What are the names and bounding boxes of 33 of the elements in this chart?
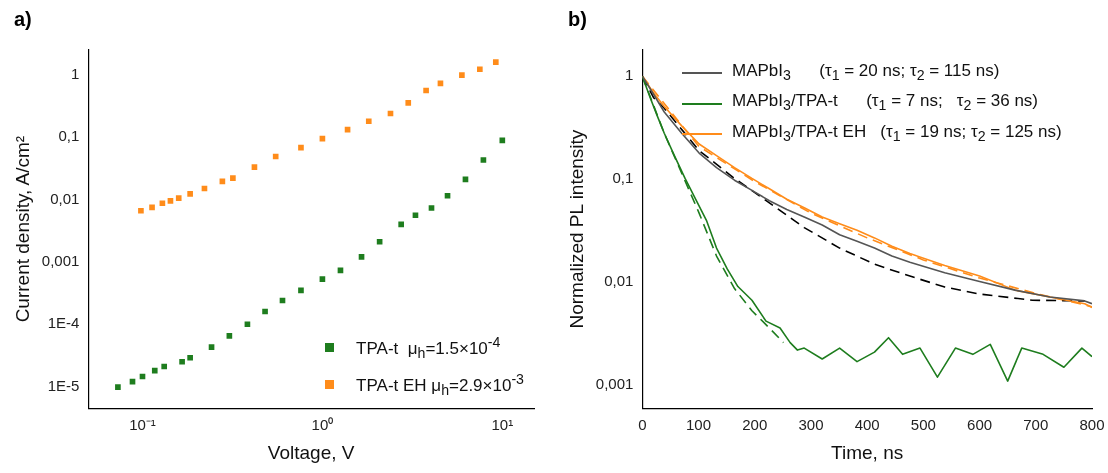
y-tick-label: 0,001	[595, 375, 634, 393]
x-tick-label: 10⁰	[311, 416, 334, 434]
x-tick-label: 400	[854, 416, 880, 434]
legend-label: TPA-t μ$_{h}$=1.5×10$^{-4}$	[356, 332, 501, 363]
x-tick-label: 100	[686, 416, 712, 434]
x-tick-label: 200	[742, 416, 768, 434]
y-tick-label: 0,01	[50, 189, 80, 207]
y-tick-label: 0,01	[604, 272, 634, 290]
y-tick-label: 1	[70, 64, 80, 82]
x-tick-label: 300	[798, 416, 824, 434]
y-tick-label: 1	[624, 66, 634, 84]
y-axis-title: Normalized PL intensity	[565, 129, 587, 329]
y-axis-title: Current density, A/cm²	[11, 135, 33, 323]
x-axis-title: Voltage, V	[267, 441, 355, 463]
x-tick-label: 700	[1023, 416, 1049, 434]
y-tick-label: 0,001	[41, 252, 80, 270]
y-tick-label: 1E-4	[47, 314, 80, 332]
legend-label: MAPbI$_{3}$/TPA-t EH (τ$_{1}$ = 19 ns; τ$_{2}$ = 125 ns)	[732, 120, 1062, 147]
legend-label: TPA-t EH μ$_{h}$=2.9×10$^{-3}$	[356, 369, 524, 400]
legend-label: MAPbI$_{3}$/TPA-t (τ$_{1}$ = 7 ns; τ$_{2}$ = 36 ns)	[732, 90, 1039, 116]
x-tick-label: 600	[967, 416, 993, 434]
y-tick-label: 0,1	[612, 169, 634, 187]
x-tick-label: 10¹	[491, 416, 514, 434]
chart-title: b)	[568, 8, 587, 31]
y-tick-label: 0,1	[58, 127, 80, 145]
chart-title: a)	[14, 8, 32, 31]
text: MAPbI$_{3}$ (τ$_{1}$ = 20 ns; τ$_{2}$ = 115 ns)	[732, 61, 1000, 84]
y-tick-label: 1E-5	[47, 376, 80, 394]
x-tick-label: 800	[1079, 416, 1105, 434]
x-tick-label: 0	[638, 416, 647, 434]
x-tick-label: 500	[910, 416, 936, 434]
x-tick-label: 10⁻¹	[129, 416, 156, 434]
x-axis-title: Time, ns	[831, 441, 904, 463]
